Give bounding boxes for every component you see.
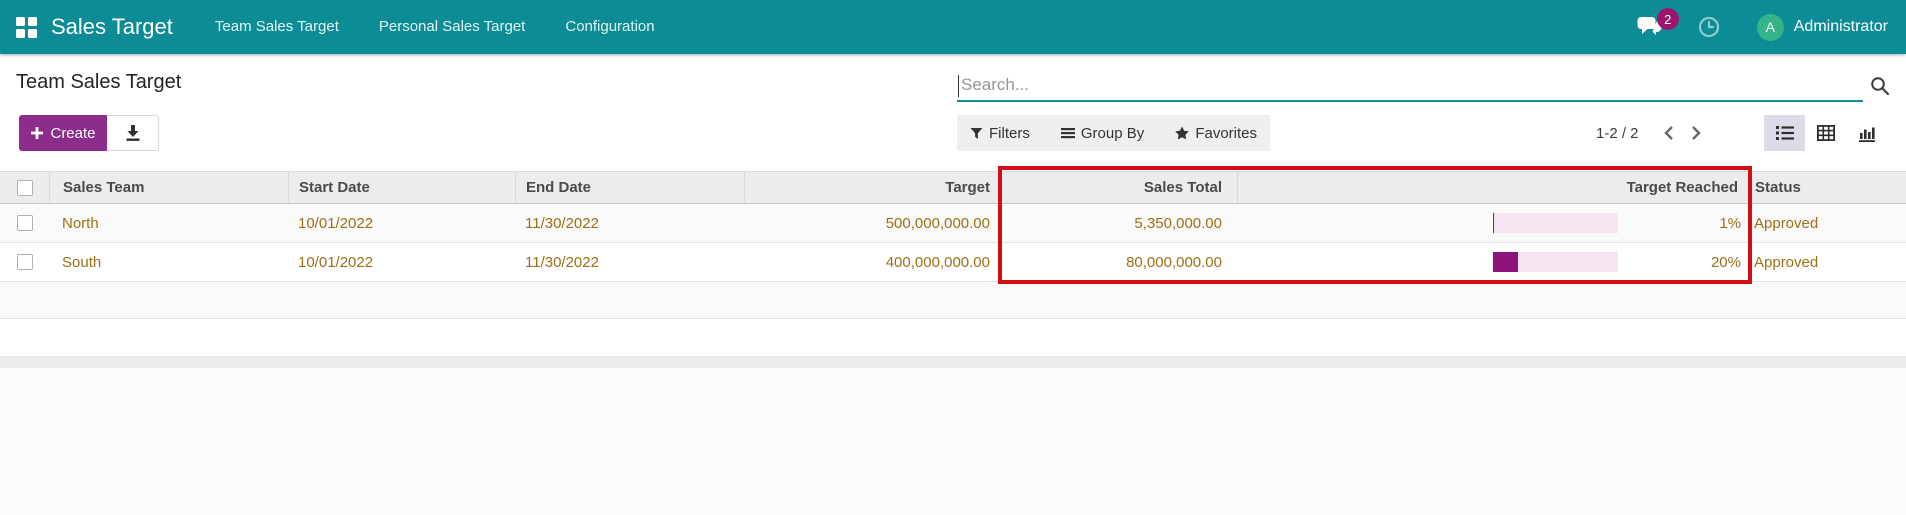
activities-button[interactable] [1697,15,1721,39]
kanban-view-button[interactable] [1805,115,1846,151]
search-underline [957,100,1863,102]
plus-icon [30,126,44,140]
row-checkbox[interactable] [16,215,33,231]
download-icon [124,124,142,142]
start-date-value: 10/01/2022 [298,214,374,232]
messages-count-badge: 2 [1656,8,1679,30]
top-navbar: Sales Target Team Sales Target Personal … [0,0,1906,54]
row-checkbox[interactable] [16,254,33,270]
group-by-lines-icon [1060,127,1075,139]
table-header-row: Sales Team Start Date End Date Target Sa… [0,171,1906,204]
text-caret [958,75,959,97]
graph-view-button[interactable] [1846,115,1887,151]
sales-total-value: 80,000,000.00 [1126,253,1222,271]
target-reached-cell: 1% [1237,213,1748,233]
progress-bar-fill [1493,252,1518,272]
view-switcher [1764,115,1887,151]
column-header-sales-team[interactable]: Sales Team [49,172,288,203]
progress-bar [1493,213,1618,233]
search-input[interactable] [961,68,1841,102]
target-value: 400,000,000.00 [885,253,990,271]
menu-personal-sales-target[interactable]: Personal Sales Target [378,18,526,35]
top-menu: Team Sales Target Personal Sales Target … [195,0,675,54]
empty-row [0,282,1906,319]
select-all-checkbox-cell [0,172,49,203]
favorites-star-icon [1175,126,1190,140]
status-value: Approved [1754,214,1819,232]
select-all-checkbox[interactable] [16,179,33,196]
table-bottom-divider [0,356,1906,368]
search-options-bar: Filters Group By Favorites [957,115,1270,151]
group-by-button[interactable]: Group By [1060,125,1144,142]
pager-range: 1-2 / 2 [1596,124,1639,142]
filters-button[interactable]: Filters [970,125,1030,142]
user-menu[interactable]: A Administrator [1756,13,1888,41]
chevron-left-icon [1663,125,1674,141]
user-avatar: A [1756,13,1784,41]
clock-icon [1697,15,1721,39]
favorites-button[interactable]: Favorites [1175,125,1257,142]
list-view-icon [1775,125,1794,141]
start-date-value: 10/01/2022 [298,253,374,271]
apps-menu-icon[interactable] [16,16,37,38]
pager-previous-button[interactable] [1655,115,1683,151]
sales-team-value: South [62,253,102,271]
menu-configuration[interactable]: Configuration [565,18,655,35]
app-title: Sales Target [51,14,173,39]
sales-team-value: North [62,214,99,232]
empty-row [0,319,1906,356]
progress-bar-fill [1493,213,1495,233]
end-date-value: 11/30/2022 [525,253,599,271]
column-header-sales-total[interactable]: Sales Total [1000,172,1237,203]
search-submit[interactable] [1866,72,1894,100]
messages-button[interactable]: 2 [1637,8,1679,39]
bar-chart-icon [1858,125,1876,142]
column-header-end-date[interactable]: End Date [515,172,744,203]
progress-bar [1493,252,1618,272]
table-row-north[interactable]: North 10/01/2022 11/30/2022 500,000,000.… [0,204,1906,243]
pager-next-button[interactable] [1683,115,1711,151]
list-view-button[interactable] [1764,115,1805,151]
topbar-right-tools: 2 A Administrator [1637,8,1906,41]
status-value: Approved [1754,253,1819,271]
column-header-target[interactable]: Target [744,172,1000,203]
create-button[interactable]: Create [19,115,107,151]
target-reached-percent: 1% [1719,214,1741,232]
chevron-right-icon [1691,125,1702,141]
export-button[interactable] [107,115,159,151]
menu-team-sales-target[interactable]: Team Sales Target [214,18,339,35]
page-background [0,368,1906,515]
grid-view-icon [1816,125,1835,141]
team-sales-target-table: Sales Team Start Date End Date Target Sa… [0,171,1906,515]
search-icon [1870,76,1890,96]
pager: 1-2 / 2 [1596,115,1711,151]
column-header-start-date[interactable]: Start Date [288,172,515,203]
target-reached-percent: 20% [1710,253,1741,271]
target-value: 500,000,000.00 [885,214,990,232]
breadcrumb: Team Sales Target [16,71,182,93]
end-date-value: 11/30/2022 [525,214,599,232]
action-buttons: Create [19,115,159,151]
filter-funnel-icon [970,127,983,140]
target-reached-cell: 20% [1237,252,1748,272]
table-row-south[interactable]: South 10/01/2022 11/30/2022 400,000,000.… [0,243,1906,282]
user-name: Administrator [1793,18,1888,35]
column-header-status[interactable]: Status [1748,172,1906,203]
column-header-target-reached[interactable]: Target Reached [1237,172,1748,203]
sales-total-value: 5,350,000.00 [1134,214,1222,232]
